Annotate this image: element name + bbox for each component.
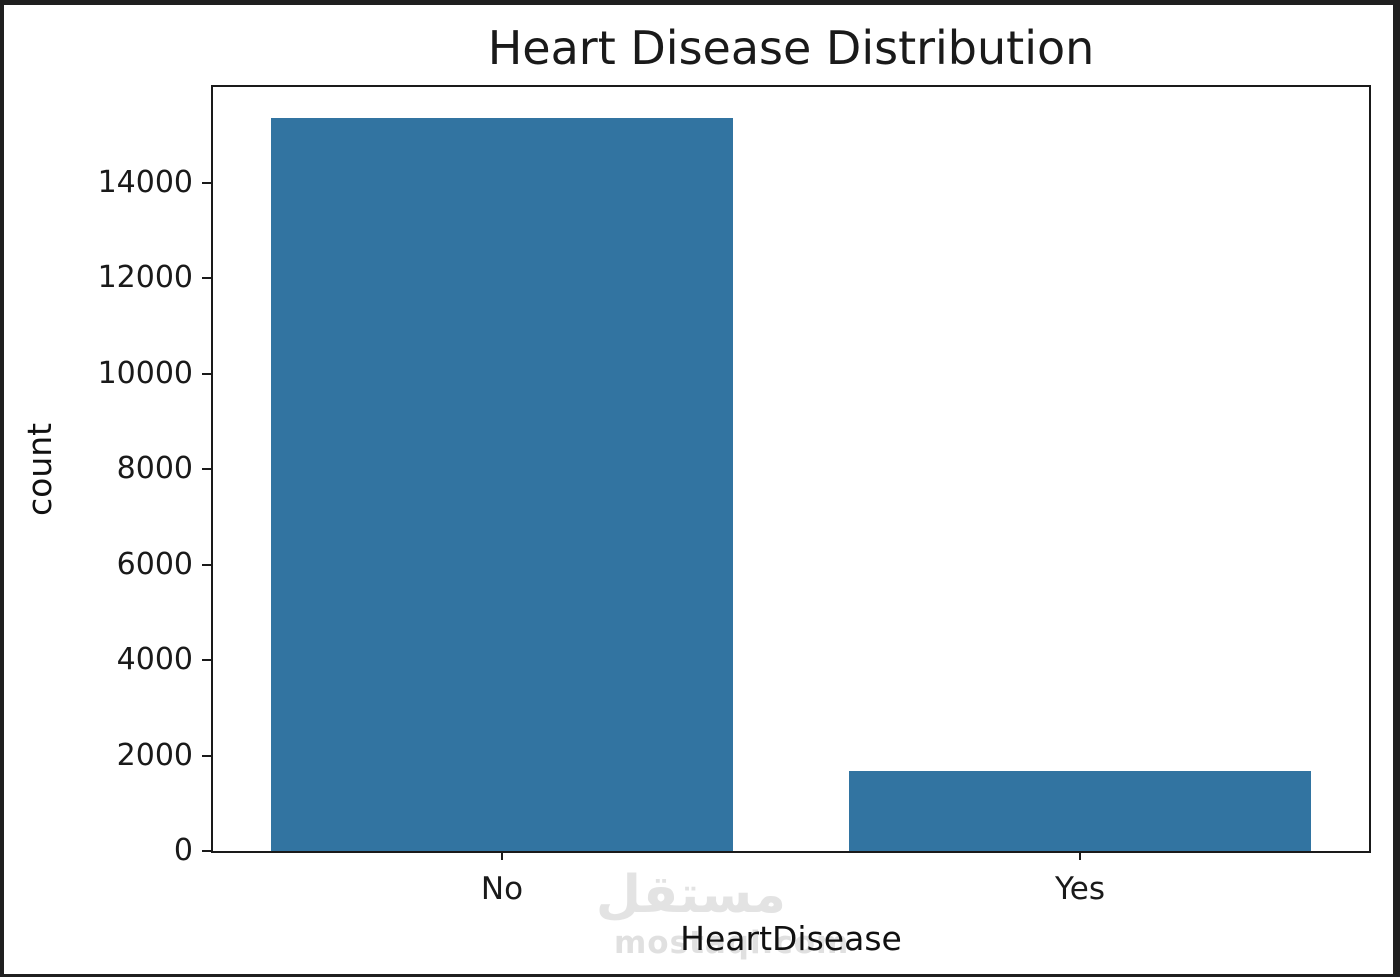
x-tick-mark [501, 851, 503, 860]
y-tick-label: 12000 [97, 260, 193, 295]
y-tick-label: 6000 [116, 546, 193, 582]
chart-title: Heart Disease Distribution [487, 21, 1095, 75]
bar-no [270, 118, 734, 851]
y-tick-mark [202, 563, 211, 566]
y-tick-label: 8000 [116, 451, 193, 486]
y-tick-mark [202, 372, 211, 375]
watermark-logo: مستقل [595, 865, 786, 925]
y-tick-mark [202, 277, 211, 279]
y-tick-label: 10000 [97, 355, 193, 391]
y-tick-mark [202, 468, 211, 470]
y-tick-mark [202, 850, 211, 852]
y-tick-label: 0 [173, 833, 193, 868]
y-tick-label: 4000 [116, 642, 193, 677]
y-tick-label: 14000 [97, 164, 193, 200]
watermark-site-text: mostaql.com [614, 925, 850, 961]
x-axis-label: HeartDisease [680, 919, 902, 958]
x-tick-label-yes: Yes [1054, 871, 1106, 907]
y-tick-mark [202, 659, 211, 661]
x-tick-label-no: No [480, 871, 524, 907]
y-tick-label: 2000 [116, 737, 193, 773]
y-tick-mark [202, 754, 211, 757]
bar-yes [848, 771, 1312, 851]
plot-area: HeartDisease 0 2000 4000 6000 8000 10000 12000… [98, 85, 1371, 958]
x-tick-mark [1079, 851, 1081, 860]
y-tick-mark [202, 181, 211, 184]
